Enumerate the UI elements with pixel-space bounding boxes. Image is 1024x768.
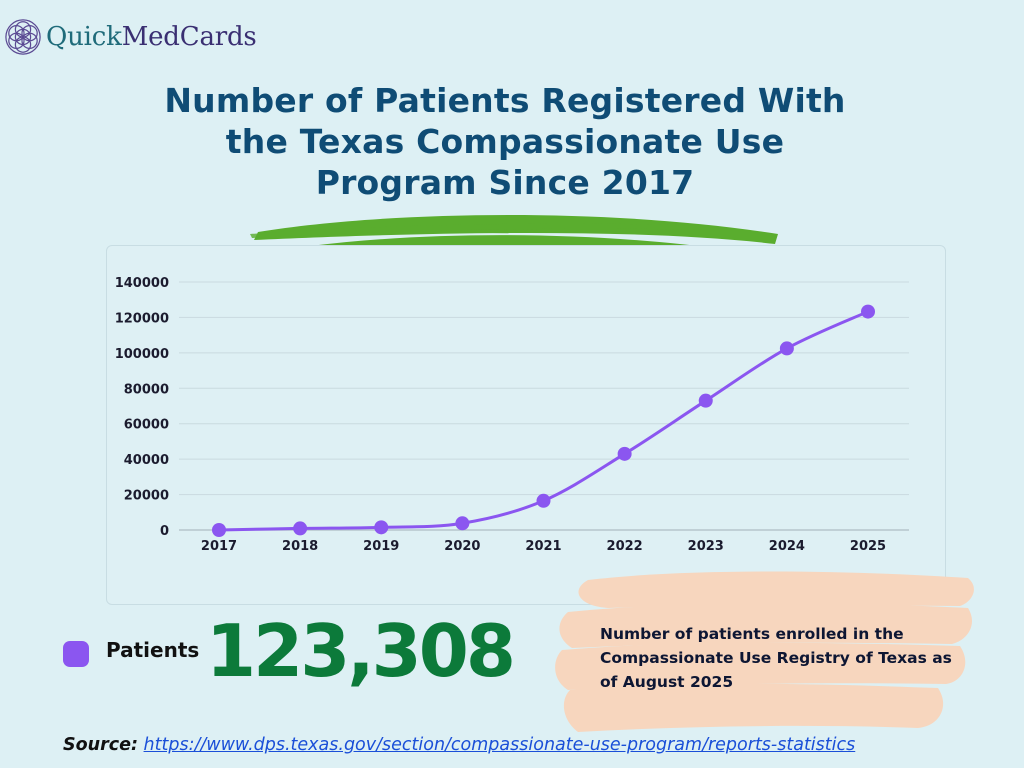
peach-brush-decoration — [555, 571, 974, 732]
data-point — [698, 393, 713, 408]
y-tick-label: 140000 — [115, 276, 169, 291]
y-tick-label: 120000 — [115, 311, 169, 326]
data-point — [779, 341, 794, 356]
x-tick-label: 2022 — [607, 539, 643, 554]
chart-card: 0 20000 40000 60000 80000 100000 120000 140000 … — [106, 245, 946, 605]
data-point — [455, 516, 470, 531]
y-tick-label: 20000 — [124, 489, 169, 504]
y-tick-label: 100000 — [115, 347, 169, 362]
line-chart: 020000400006000080000100000120000140000 … — [115, 276, 909, 554]
x-tick-label: 2019 — [363, 539, 399, 554]
legend-swatch — [63, 641, 89, 667]
x-tick-label: 2023 — [688, 539, 724, 554]
source-label: Source: — [63, 735, 138, 755]
data-point — [293, 521, 308, 536]
source-link[interactable]: https://www.dps.texas.gov/section/compas… — [143, 735, 856, 755]
total-patients-description: Number of patients enrolled in the Compa… — [600, 625, 952, 691]
data-point — [861, 304, 875, 319]
x-tick-label: 2021 — [525, 539, 561, 554]
x-tick-label: 2025 — [850, 539, 886, 554]
x-tick-label: 2017 — [201, 539, 237, 554]
y-tick-label: 0 — [160, 524, 169, 539]
data-point — [374, 520, 389, 535]
logo: QuickMedCards — [4, 14, 257, 60]
total-patients-value: 123,308 — [206, 609, 516, 693]
brand-name: QuickMedCards — [46, 22, 257, 52]
brand-suffix: MedCards — [121, 22, 257, 52]
x-tick-label: 2020 — [444, 539, 480, 554]
x-tick-label: 2024 — [769, 539, 805, 554]
x-tick-label: 2018 — [282, 539, 318, 554]
data-point — [212, 523, 226, 537]
y-tick-label: 80000 — [124, 382, 169, 397]
brand-prefix: Quick — [46, 22, 122, 52]
source-line: Source: https://www.dps.texas.gov/sectio… — [63, 735, 855, 755]
y-tick-label: 40000 — [124, 453, 169, 468]
page-title: Number of Patients Registered With the T… — [164, 81, 846, 202]
legend-label: Patients — [106, 638, 200, 662]
data-point — [536, 493, 551, 508]
flower-of-life-icon — [5, 19, 41, 55]
data-point — [617, 446, 632, 461]
y-tick-label: 60000 — [124, 418, 169, 433]
